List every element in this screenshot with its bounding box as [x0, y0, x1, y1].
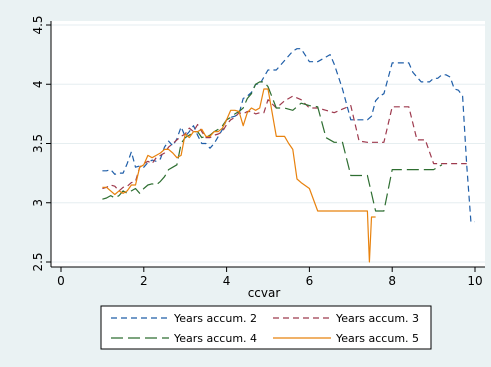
series-layer	[102, 48, 475, 263]
x-axis-label: ccvar	[248, 286, 281, 300]
x-tick-label: 6	[306, 274, 314, 288]
legend-box	[100, 305, 432, 350]
legend: Years accum. 2 Years accum. 3 Years accum.…	[100, 305, 432, 350]
x-tick-label: 4	[223, 274, 231, 288]
series-line-3	[102, 95, 467, 192]
y-tick-label: 2.5	[31, 252, 45, 271]
y-tick-label: 3.5	[31, 134, 45, 153]
legend-label: Years accum. 4	[173, 332, 257, 345]
legend-label: Years accum. 2	[173, 312, 257, 325]
x-tick-label: 0	[57, 274, 65, 288]
series-line-4	[102, 81, 443, 212]
y-tick-label: 4.5	[31, 15, 45, 34]
x-axis-ticks: 0 2 4 6 8 10	[57, 267, 483, 288]
gridlines	[51, 24, 485, 263]
y-tick-label: 4	[31, 80, 45, 88]
y-axis-ticks: 2.5 3 3.5 4 4.5	[31, 15, 51, 272]
legend-label: Years accum. 3	[335, 312, 419, 325]
x-tick-label: 8	[388, 274, 396, 288]
series-line-5	[102, 88, 376, 263]
y-tick-label: 3	[31, 199, 45, 207]
legend-label: Years accum. 5	[335, 332, 419, 345]
x-tick-label: 2	[140, 274, 148, 288]
x-tick-label: 10	[467, 274, 482, 288]
